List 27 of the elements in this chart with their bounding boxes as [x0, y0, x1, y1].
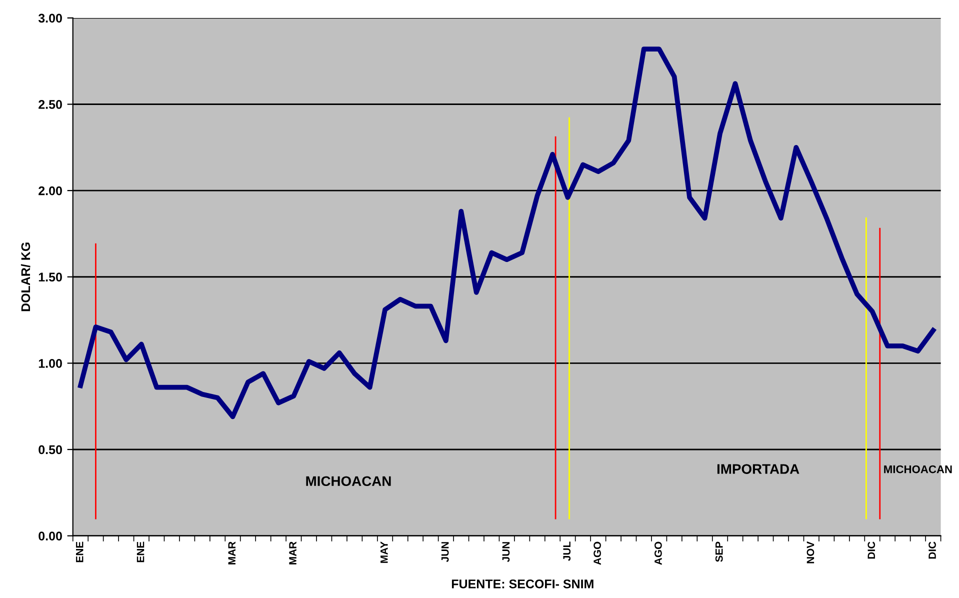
x-tick-label: MAY — [380, 542, 388, 563]
x-tick-label: MAR — [289, 542, 296, 564]
y-tick-label: 2.00 — [38, 186, 62, 196]
x-tick-label: ENE — [76, 542, 84, 562]
x-tick-label: ENE — [136, 542, 144, 562]
y-tick-label: 1.00 — [38, 358, 62, 368]
y-tick-label: 2.50 — [38, 100, 62, 109]
x-tick-label: MAR — [228, 542, 236, 564]
y-tick-label: 0.50 — [38, 445, 62, 454]
x-tick-label: NOV — [806, 541, 814, 564]
y-tick-label: 0.00 — [38, 532, 62, 540]
x-tick-label: JUN — [441, 542, 449, 562]
annotation: MICHOACAN — [306, 476, 391, 486]
y-tick-label: 1.50 — [38, 272, 62, 282]
x-tick-label: DIC — [928, 542, 936, 559]
x-tick-label: JUL — [563, 542, 571, 561]
x-tick-label: DIC — [868, 542, 876, 559]
annotation: MICHOACAN — [884, 465, 952, 474]
y-tick-label: 3.00 — [38, 14, 62, 23]
source-note: FUENTE: SECOFI- SNIM — [452, 580, 594, 588]
y-axis-title: DOLAR/ KG — [20, 242, 30, 312]
x-tick-label: AGO — [594, 542, 601, 565]
annotation: IMPORTADA — [717, 464, 800, 474]
x-tick-label: JUN — [502, 542, 510, 562]
x-tick-label: AGO — [654, 542, 662, 565]
line-series — [78, 46, 936, 420]
x-tick-label: SEP — [715, 542, 723, 562]
